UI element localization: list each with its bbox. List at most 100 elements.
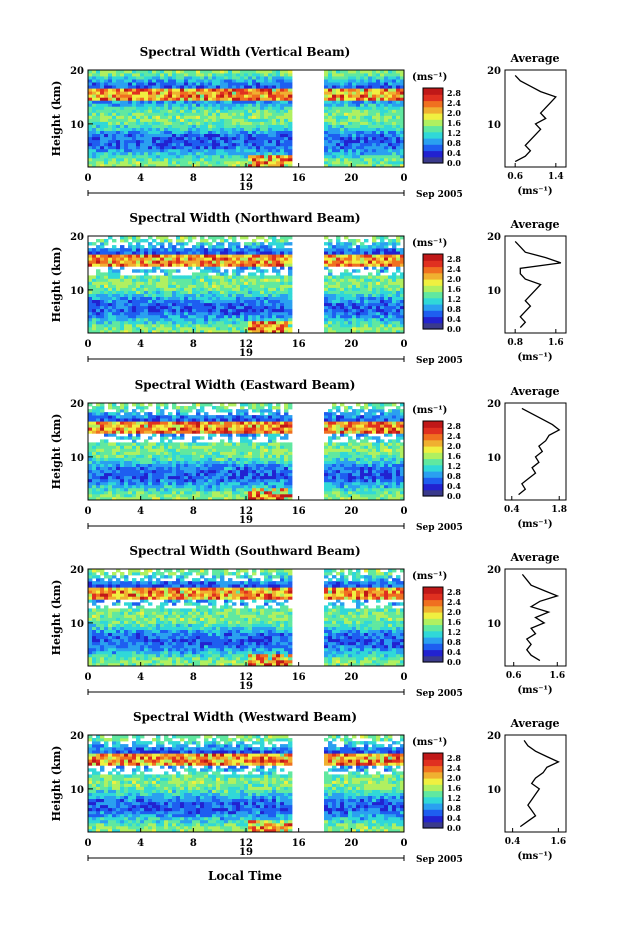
- heatmap-cell: [288, 248, 293, 252]
- heatmap-cell: [332, 151, 337, 156]
- heatmap-cell: [288, 311, 293, 316]
- heatmap-cell: [180, 157, 185, 162]
- heatmap-cell: [360, 257, 365, 261]
- heatmap-cell: [276, 79, 281, 83]
- heatmap-cell: [372, 106, 377, 110]
- heatmap-cell: [360, 151, 365, 156]
- heatmap-cell: [268, 164, 273, 168]
- heatmap-cell: [260, 94, 265, 98]
- heatmap-cell: [196, 70, 201, 74]
- heatmap-cell: [372, 142, 377, 147]
- heatmap-cell: [116, 281, 121, 285]
- heatmap-cell: [136, 478, 141, 483]
- heatmap-cell: [284, 164, 289, 168]
- heatmap-cell: [120, 145, 125, 150]
- heatmap-cell: [124, 160, 129, 165]
- heatmap-cell: [392, 124, 397, 128]
- heatmap-cell: [388, 91, 393, 95]
- heatmap-cell: [268, 278, 273, 282]
- heatmap-cell: [340, 290, 345, 294]
- heatmap-cell: [216, 106, 221, 110]
- heatmap-cell: [208, 245, 213, 249]
- heatmap-cell: [352, 475, 357, 480]
- heatmap-cell: [204, 290, 209, 294]
- heatmap-cell: [192, 278, 197, 282]
- heatmap-cell: [256, 287, 261, 291]
- heatmap-cell: [232, 160, 237, 165]
- heatmap-cell: [388, 118, 393, 122]
- heatmap-cell: [120, 164, 125, 168]
- heatmap-cell: [264, 145, 269, 150]
- heatmap-cell: [388, 106, 393, 110]
- heatmap-cell: [120, 257, 125, 261]
- heatmap-cell: [376, 97, 381, 101]
- heatmap-cell: [136, 284, 141, 288]
- heatmap-cell: [168, 487, 173, 492]
- heatmap-cell: [208, 269, 213, 273]
- heatmap-cell: [180, 302, 185, 307]
- heatmap-cell: [88, 493, 93, 498]
- heatmap-cell: [248, 493, 253, 498]
- heatmap-cell: [344, 278, 349, 282]
- heatmap-cell: [348, 302, 353, 307]
- heatmap-cell: [232, 82, 237, 86]
- heatmap-cell: [208, 76, 213, 80]
- heatmap-cell: [212, 314, 217, 319]
- heatmap-cell: [172, 305, 177, 310]
- heatmap-cell: [244, 157, 249, 162]
- heatmap-cell: [388, 85, 393, 89]
- heatmap-cell: [380, 493, 385, 498]
- heatmap-cell: [260, 112, 265, 116]
- heatmap-cell: [156, 481, 161, 486]
- heatmap-cell: [112, 284, 117, 288]
- heatmap-cell: [188, 154, 193, 159]
- heatmap-cell: [260, 76, 265, 80]
- heatmap-cell: [328, 73, 333, 77]
- heatmap-cell: [252, 326, 257, 331]
- heatmap-cell: [324, 305, 329, 310]
- heatmap-cell: [280, 73, 285, 77]
- heatmap-cell: [256, 320, 261, 325]
- heatmap-cell: [384, 326, 389, 331]
- heatmap-cell: [368, 251, 373, 255]
- heatmap-cell: [128, 139, 133, 144]
- heatmap-cell: [396, 94, 401, 98]
- heatmap-cell: [152, 487, 157, 492]
- heatmap-cell: [136, 293, 141, 297]
- heatmap-cell: [200, 127, 205, 131]
- heatmap-cell: [364, 106, 369, 110]
- heatmap-cell: [108, 157, 113, 162]
- heatmap-cell: [104, 79, 109, 83]
- heatmap-cell: [324, 314, 329, 319]
- heatmap-cell: [396, 275, 401, 279]
- heatmap-cell: [344, 103, 349, 107]
- heatmap-cell: [208, 260, 213, 264]
- heatmap-cell: [160, 91, 165, 95]
- heatmap-cell: [276, 311, 281, 316]
- heatmap-cell: [112, 127, 117, 131]
- heatmap-cell: [252, 127, 257, 131]
- heatmap-cell: [176, 164, 181, 168]
- heatmap-cell: [260, 142, 265, 147]
- heatmap-cell: [368, 330, 373, 334]
- heatmap-cell: [124, 109, 129, 113]
- heatmap-cell: [136, 97, 141, 101]
- heatmap-cell: [200, 308, 205, 313]
- heatmap-cell: [256, 82, 261, 86]
- heatmap-cell: [252, 245, 257, 249]
- heatmap-cell: [340, 326, 345, 331]
- heatmap-cell: [132, 151, 137, 156]
- heatmap-cell: [260, 254, 265, 258]
- heatmap-cell: [288, 142, 293, 147]
- heatmap-cell: [376, 478, 381, 483]
- heatmap-cell: [196, 73, 201, 77]
- heatmap-cell: [120, 148, 125, 153]
- heatmap-cell: [380, 82, 385, 86]
- x-tick-label: 12: [239, 339, 253, 350]
- heatmap-cell: [376, 73, 381, 77]
- heatmap-cell: [196, 254, 201, 258]
- heatmap-cell: [164, 302, 169, 307]
- heatmap-cell: [112, 76, 117, 80]
- heatmap-cell: [332, 88, 337, 92]
